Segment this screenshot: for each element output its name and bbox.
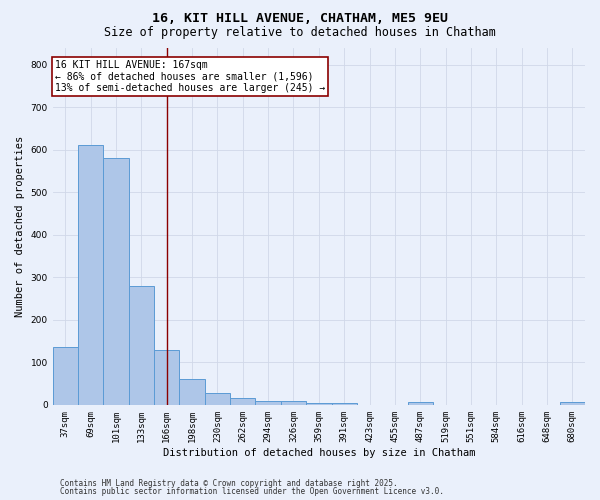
Bar — [205, 393, 230, 405]
Bar — [256, 402, 281, 405]
Bar — [306, 402, 332, 405]
Text: Size of property relative to detached houses in Chatham: Size of property relative to detached ho… — [104, 26, 496, 39]
Text: Contains public sector information licensed under the Open Government Licence v3: Contains public sector information licen… — [60, 487, 444, 496]
Bar — [53, 348, 78, 405]
Bar — [332, 402, 357, 405]
Text: 16, KIT HILL AVENUE, CHATHAM, ME5 9EU: 16, KIT HILL AVENUE, CHATHAM, ME5 9EU — [152, 12, 448, 26]
Bar — [560, 402, 585, 405]
Bar — [407, 402, 433, 405]
Text: Contains HM Land Registry data © Crown copyright and database right 2025.: Contains HM Land Registry data © Crown c… — [60, 478, 398, 488]
X-axis label: Distribution of detached houses by size in Chatham: Distribution of detached houses by size … — [163, 448, 475, 458]
Y-axis label: Number of detached properties: Number of detached properties — [15, 136, 25, 317]
Bar — [230, 398, 256, 405]
Text: 16 KIT HILL AVENUE: 167sqm
← 86% of detached houses are smaller (1,596)
13% of s: 16 KIT HILL AVENUE: 167sqm ← 86% of deta… — [55, 60, 325, 94]
Bar — [129, 286, 154, 405]
Bar — [281, 402, 306, 405]
Bar — [78, 146, 103, 405]
Bar — [154, 350, 179, 405]
Bar — [179, 380, 205, 405]
Bar — [103, 158, 129, 405]
